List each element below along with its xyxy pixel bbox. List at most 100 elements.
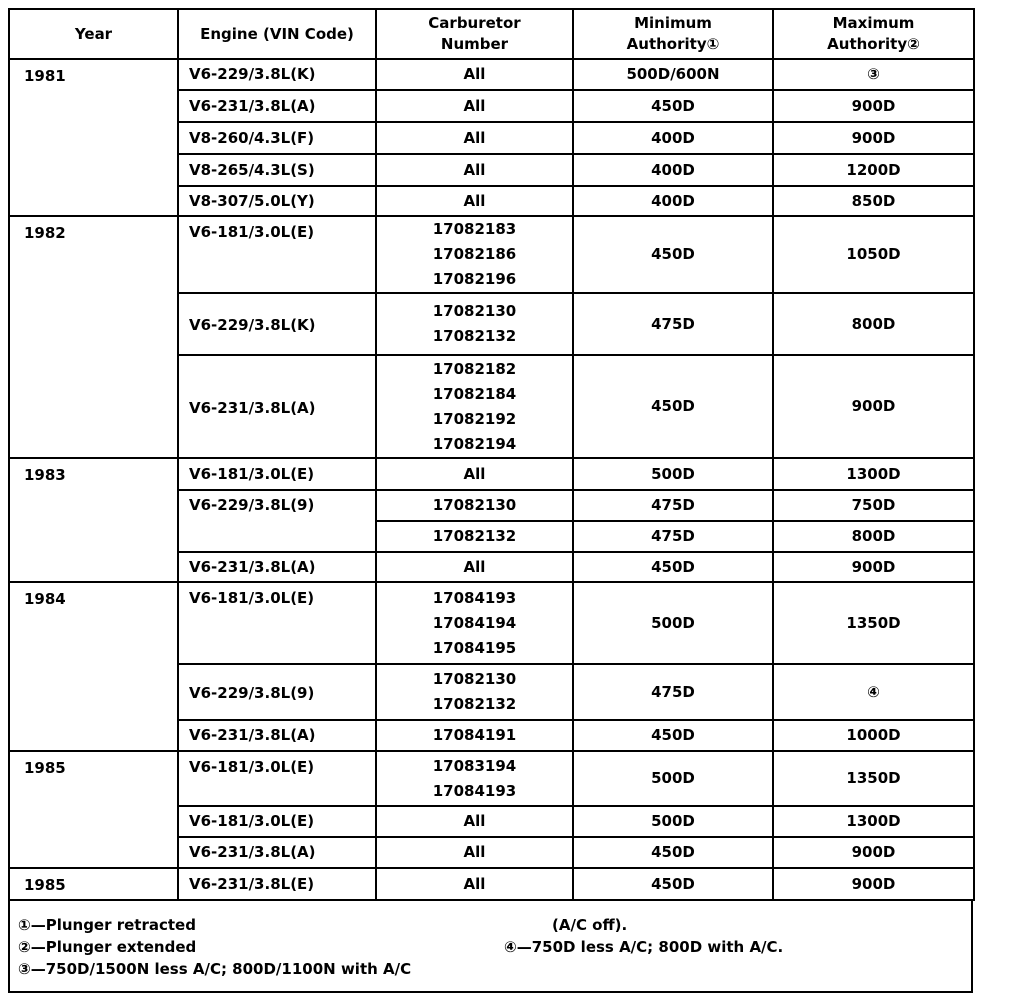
- minimum-authority-cell: 450D: [572, 719, 774, 752]
- maximum-authority-cell: 1350D: [772, 750, 975, 807]
- maximum-authority-cell: 900D: [772, 551, 975, 583]
- year-cell: 1985: [8, 867, 179, 901]
- maximum-authority-cell: 900D: [772, 121, 975, 155]
- maximum-authority-cell: 850D: [772, 185, 975, 217]
- year-cell: 1983: [8, 457, 179, 583]
- maximum-authority-cell: 1000D: [772, 719, 975, 752]
- header-carburetor: Carburetor Number: [375, 8, 574, 60]
- engine-cell: V6-229/3.8L(9): [177, 663, 377, 721]
- carburetor-cell: 17082182 17082184 17082192 17082194: [375, 354, 574, 459]
- carburetor-cell: All: [375, 58, 574, 91]
- table-row: V6-231/3.8L(A) 17082182 17082184 17082192…: [9, 354, 975, 459]
- maximum-authority-cell: 1050D: [772, 215, 975, 294]
- carburetor-cell: 17082130 17082132: [375, 663, 574, 721]
- minimum-authority-cell: 500D: [572, 457, 774, 491]
- maximum-authority-cell: 1350D: [772, 581, 975, 665]
- maximum-authority-cell: 900D: [772, 89, 975, 123]
- carburetor-cell: 17082183 17082186 17082196: [375, 215, 574, 294]
- header-year: Year: [8, 8, 179, 60]
- carburetor-cell: All: [375, 805, 574, 838]
- engine-cell: V8-307/5.0L(Y): [177, 185, 377, 217]
- carburetor-cell: All: [375, 836, 574, 869]
- engine-cell: V6-229/3.8L(K): [177, 292, 377, 356]
- table-row: 1981 V6-229/3.8L(K) All 500D/600N ③: [8, 58, 975, 217]
- engine-cell: V6-231/3.8L(A): [177, 354, 377, 459]
- table-row: V8-265/4.3L(S) All 400D 1200D: [9, 153, 975, 187]
- table-row: V6-181/3.0L(E) All 500D 1300D: [9, 805, 975, 838]
- engine-cell: V6-229/3.8L(9): [177, 489, 377, 553]
- maximum-authority-cell: 900D: [772, 867, 975, 901]
- minimum-authority-cell: 500D: [572, 581, 774, 665]
- year-cell: 1981: [8, 58, 179, 217]
- table-row: V8-260/4.3L(F) All 400D 900D: [9, 121, 975, 155]
- year-cell: 1984: [8, 581, 179, 752]
- engine-cell: V6-181/3.0L(E): [177, 581, 377, 665]
- authority-table: Year Engine (VIN Code) Carburetor Number…: [8, 8, 975, 901]
- minimum-authority-cell: 475D: [572, 520, 774, 553]
- table-row: 1982 V6-181/3.0L(E) 17082183 17082186 1708…: [8, 215, 975, 459]
- engine-cell: V6-181/3.0L(E): [177, 215, 377, 294]
- table-row: V6-231/3.8L(A) 17084191 450D 1000D: [9, 719, 975, 752]
- table-row: V6-231/3.8L(A) All 450D 900D: [9, 89, 975, 123]
- minimum-authority-cell: 475D: [572, 663, 774, 721]
- engine-cell: V8-260/4.3L(F): [177, 121, 377, 155]
- year-cell: 1985: [8, 750, 179, 869]
- carburetor-cell: All: [375, 153, 574, 187]
- carburetor-cell: 17084191: [375, 719, 574, 752]
- table-row: V6-231/3.8L(A) All 450D 900D: [9, 836, 975, 869]
- minimum-authority-cell: 400D: [572, 153, 774, 187]
- carburetor-cell: 17082132: [375, 520, 574, 553]
- engine-cell: V6-229/3.8L(K): [177, 58, 377, 91]
- footnote-3-continued: (A/C off).: [552, 916, 628, 934]
- carburetor-cell: All: [375, 867, 574, 901]
- maximum-authority-cell: ③: [772, 58, 975, 91]
- maximum-authority-cell: 900D: [772, 354, 975, 459]
- carburetor-cell: 17084193 17084194 17084195: [375, 581, 574, 665]
- table-row: 1983 V6-181/3.0L(E) All 500D 1300D: [8, 457, 975, 583]
- table-row: V6-229/3.8L(K) 17082130 17082132 475D 800D: [9, 292, 975, 356]
- carburetor-cell: All: [375, 551, 574, 583]
- minimum-authority-cell: 450D: [572, 867, 774, 901]
- carburetor-cell: All: [375, 457, 574, 491]
- minimum-authority-cell: 450D: [572, 836, 774, 869]
- maximum-authority-cell: 1300D: [772, 805, 975, 838]
- table-row: V6-229/3.8L(9) 17082130 17082132 475D ④: [9, 663, 975, 721]
- minimum-authority-cell: 450D: [572, 354, 774, 459]
- header-maximum-authority: Maximum Authority②: [772, 8, 975, 60]
- engine-cell: V6-181/3.0L(E): [177, 805, 377, 838]
- carburetor-cell: 17082130: [375, 489, 574, 522]
- minimum-authority-cell: 500D: [572, 750, 774, 807]
- minimum-authority-cell: 450D: [572, 215, 774, 294]
- header-engine: Engine (VIN Code): [177, 8, 377, 60]
- table-row: V6-231/3.8L(A) All 450D 900D: [9, 551, 975, 583]
- carburetor-cell: 17082130 17082132: [375, 292, 574, 356]
- footnotes: ①—Plunger retracted ②—Plunger extended ③…: [8, 899, 973, 993]
- engine-cell: V8-265/4.3L(S): [177, 153, 377, 187]
- maximum-authority-cell: 800D: [772, 520, 975, 553]
- minimum-authority-cell: 450D: [572, 89, 774, 123]
- table-row: V8-307/5.0L(Y) All 400D 850D: [9, 185, 975, 217]
- maximum-authority-cell: 900D: [772, 836, 975, 869]
- carburetor-cell: All: [375, 185, 574, 217]
- table-row: V6-229/3.8L(9) 17082130 475D 750D: [9, 489, 975, 553]
- table-row: 1985 V6-231/3.8L(E) All 450D 900D: [8, 867, 975, 901]
- footnote-3: ③—750D/1500N less A/C; 800D/1100N with A…: [18, 960, 412, 978]
- year-cell: 1982: [8, 215, 179, 459]
- footnote-1: ①—Plunger retracted: [18, 916, 196, 934]
- carburetor-cell: All: [375, 89, 574, 123]
- carburetor-cell: All: [375, 121, 574, 155]
- engine-cell: V6-231/3.8L(A): [177, 719, 377, 752]
- minimum-authority-cell: 400D: [572, 121, 774, 155]
- maximum-authority-cell: 750D: [772, 489, 975, 522]
- table-row: 1985 V6-181/3.0L(E) 17083194 17084193 500D 1…: [8, 750, 975, 869]
- maximum-authority-cell: ④: [772, 663, 975, 721]
- minimum-authority-cell: 400D: [572, 185, 774, 217]
- header-row: Year Engine (VIN Code) Carburetor Number…: [8, 8, 975, 60]
- minimum-authority-cell: 500D: [572, 805, 774, 838]
- maximum-authority-cell: 1300D: [772, 457, 975, 491]
- table-row: 17082132 475D 800D: [9, 520, 975, 553]
- footnote-4: ④—750D less A/C; 800D with A/C.: [504, 938, 784, 956]
- engine-cell: V6-181/3.0L(E): [177, 750, 377, 807]
- engine-cell: V6-181/3.0L(E): [177, 457, 377, 491]
- footnote-2: ②—Plunger extended: [18, 938, 197, 956]
